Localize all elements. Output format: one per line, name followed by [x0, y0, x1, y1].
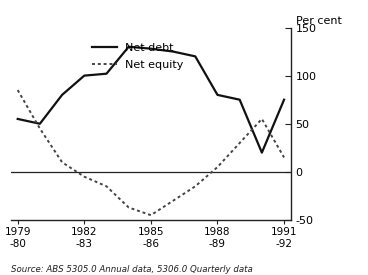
Text: Source: ABS 5305.0 Annual data, 5306.0 Quarterly data: Source: ABS 5305.0 Annual data, 5306.0 Q… — [11, 265, 253, 274]
Legend: Net debt, Net equity: Net debt, Net equity — [92, 43, 184, 70]
Text: Per cent: Per cent — [296, 16, 342, 26]
